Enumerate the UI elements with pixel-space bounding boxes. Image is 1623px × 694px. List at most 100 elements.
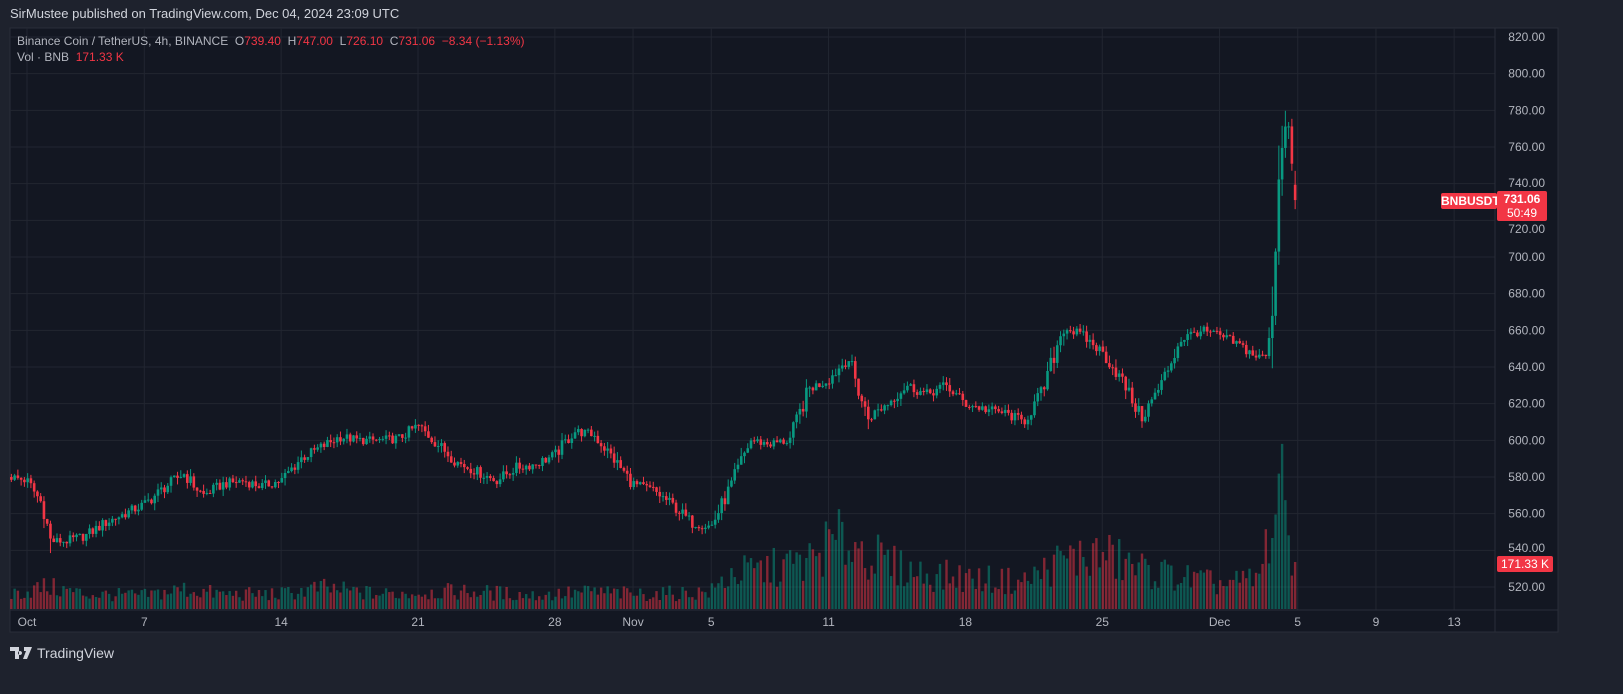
volume-bar <box>469 597 472 609</box>
candle-body <box>968 406 971 408</box>
volume-bar <box>296 593 300 609</box>
volume-bar <box>837 509 841 609</box>
symbol-title[interactable]: Binance Coin / TetherUS, 4h, BINANCE <box>17 34 229 48</box>
volume-label[interactable]: Vol · BNB <box>17 50 70 64</box>
price-axis[interactable]: 820.00 800.00 780.00 760.00 740.00 720.00 700.… <box>1508 30 1545 594</box>
candle-body <box>795 414 798 423</box>
volume-bar <box>264 590 267 609</box>
last-price: 731.06 <box>1503 192 1541 206</box>
candle-body <box>837 368 841 376</box>
time-tick-label: 25 <box>1096 615 1110 629</box>
volume-bar <box>1235 570 1238 609</box>
open-label: O <box>234 34 245 48</box>
volume-bar <box>221 591 225 609</box>
candle-body <box>697 527 701 529</box>
volume-bar <box>700 591 704 609</box>
volume-bar <box>671 594 675 609</box>
volume-bar <box>417 594 420 609</box>
candle-body <box>645 484 649 486</box>
price-tick-label: 760.00 <box>1508 140 1545 154</box>
candle-body <box>1202 326 1206 332</box>
volume-bar <box>1228 579 1232 609</box>
candle-body <box>1085 331 1088 342</box>
volume-bar <box>143 588 147 609</box>
volume-bar <box>1049 586 1052 609</box>
volume-bar <box>241 600 244 609</box>
volume-bar <box>303 596 306 609</box>
volume-bar <box>580 592 583 609</box>
candle-body <box>172 475 176 478</box>
volume-bar <box>1082 556 1085 609</box>
volume-bar <box>1219 580 1222 609</box>
candle-body <box>127 510 130 518</box>
candle-body <box>498 479 502 485</box>
volume-bar <box>857 548 860 609</box>
volume-bar <box>433 598 437 609</box>
volume-bar <box>893 545 896 609</box>
volume-bar <box>1078 540 1082 609</box>
candle-body <box>834 375 838 377</box>
candle-body <box>19 477 23 480</box>
time-axis[interactable]: Oct 7 14 21 28 Nov 5 11 18 25 Dec 5 9 13 <box>18 615 1461 629</box>
candle-body <box>919 391 922 395</box>
candle-body <box>590 429 593 437</box>
candle-body <box>414 424 417 429</box>
candle-body <box>130 505 134 511</box>
volume-bar <box>945 559 948 609</box>
candle-body <box>782 439 785 444</box>
volume-bar <box>410 594 414 609</box>
volume-bar <box>652 597 655 609</box>
high-label: H <box>287 34 297 48</box>
candle-body <box>1072 331 1075 335</box>
volume-bar <box>756 562 759 609</box>
candle-body <box>739 456 743 465</box>
volume-bar <box>19 598 23 609</box>
candle-body <box>472 473 476 475</box>
footer-brand[interactable]: TradingView <box>10 645 114 661</box>
candle-body <box>45 519 49 524</box>
candle-body <box>1222 334 1225 338</box>
candle-body <box>567 439 570 444</box>
candle-body <box>1075 328 1079 335</box>
volume-bar <box>1000 568 1004 609</box>
volume-bar <box>974 588 978 609</box>
candle-body <box>1033 401 1036 416</box>
volume-bar <box>427 599 430 609</box>
candle-body <box>785 442 789 444</box>
candle-body <box>906 385 909 391</box>
candle-body <box>912 384 916 393</box>
candle-body <box>290 467 293 472</box>
volume-bar <box>1144 558 1147 609</box>
volume-bar <box>863 568 867 609</box>
volume-bar <box>316 591 319 609</box>
candle-body <box>752 440 756 442</box>
candle-body <box>805 387 808 412</box>
volume-bar <box>1189 587 1193 609</box>
volume-bar <box>538 596 541 609</box>
candle-body <box>1231 335 1235 344</box>
candle-body <box>1036 393 1040 402</box>
volume-bar <box>730 568 733 609</box>
volume-bar <box>114 596 117 609</box>
volume-bar <box>1016 579 1020 609</box>
candle-body <box>632 481 636 488</box>
volume-bar <box>420 596 424 609</box>
candle-body <box>1003 409 1007 413</box>
candle-body <box>707 525 710 528</box>
candle-body <box>1111 367 1114 369</box>
candle-body <box>1293 184 1297 201</box>
candle-body <box>850 361 854 363</box>
candle-body <box>521 468 525 470</box>
candle-body <box>98 525 101 531</box>
volume-bar <box>1010 593 1013 609</box>
candle-body <box>1016 413 1020 415</box>
volume-bar <box>1179 582 1183 609</box>
candle-body <box>58 538 62 543</box>
candle-body <box>446 451 450 457</box>
volume-bar <box>1026 580 1030 609</box>
candle-body <box>671 497 675 503</box>
volume-bar <box>684 590 688 609</box>
volume-bar <box>189 593 192 609</box>
volume-bar <box>127 590 130 609</box>
